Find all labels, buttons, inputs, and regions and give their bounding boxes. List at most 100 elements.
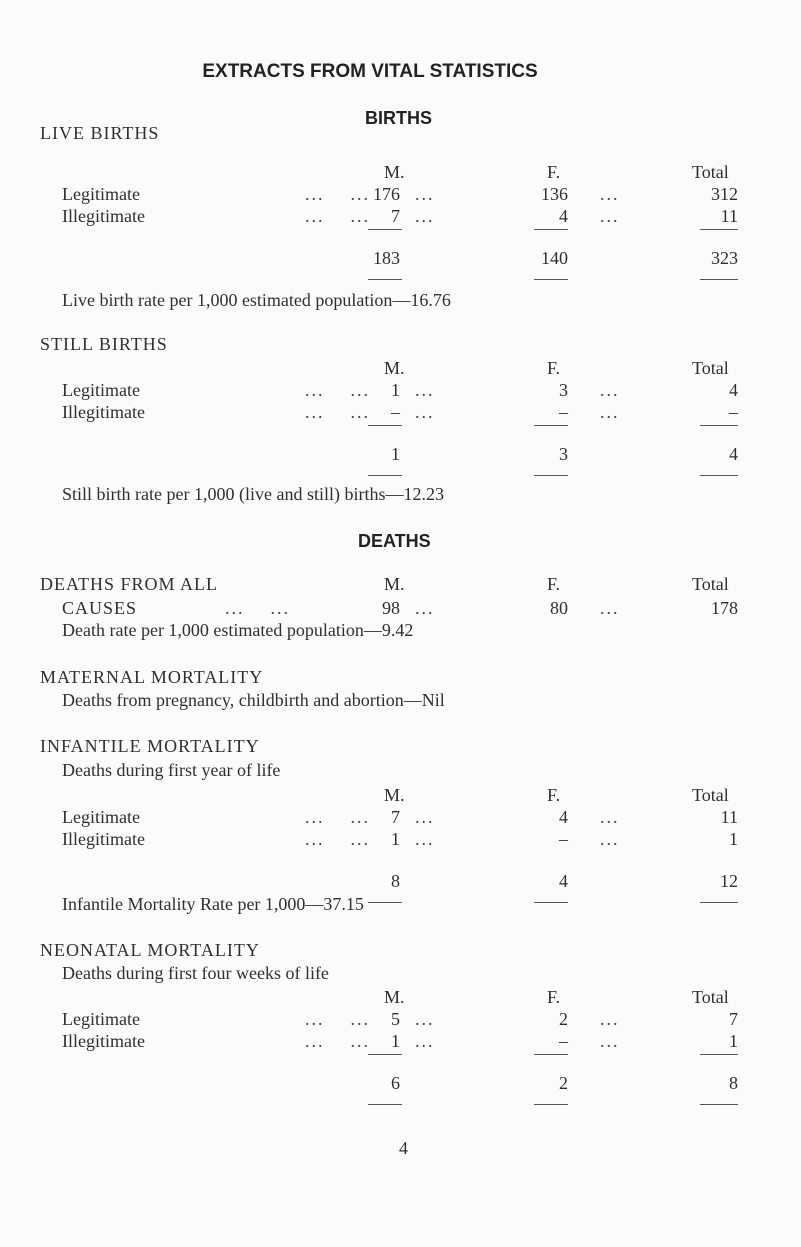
leader-dots: ... <box>600 380 620 400</box>
col-total: Total <box>692 574 729 594</box>
col-f: F. <box>547 785 561 805</box>
total-total: 8 <box>729 1073 738 1093</box>
deaths-all-heading: DEATHS FROM ALL <box>40 574 219 594</box>
rule-line <box>700 229 738 230</box>
leader-dots: ... <box>600 206 620 226</box>
cell-f: 3 <box>559 380 568 400</box>
leader-dots: ... <box>415 206 435 226</box>
rule-line <box>534 1104 568 1105</box>
rule-line <box>534 475 568 476</box>
row-label: Legitimate <box>62 184 140 204</box>
total-total: 4 <box>729 444 738 464</box>
cell-m: 7 <box>391 807 400 827</box>
total-m: 1 <box>391 444 400 464</box>
rule-line <box>700 1104 738 1105</box>
leader-dots: ... <box>415 1031 435 1051</box>
row-label: Legitimate <box>62 807 140 827</box>
total-f: 2 <box>559 1073 568 1093</box>
infantile-rate: Infantile Mortality Rate per 1,000—37.15 <box>62 894 364 914</box>
cell-total: 7 <box>729 1009 738 1029</box>
leader-dots: ... <box>415 1009 435 1029</box>
cell-m: 1 <box>391 1031 400 1051</box>
rule-line <box>700 902 738 903</box>
cell-total: 11 <box>720 206 738 226</box>
deaths-heading: DEATHS <box>358 531 431 551</box>
page-number: 4 <box>399 1138 408 1158</box>
cell-total: 312 <box>711 184 738 204</box>
cell-f: 4 <box>559 206 568 226</box>
still-birth-rate: Still birth rate per 1,000 (live and sti… <box>62 484 444 504</box>
leader-dots: ... <box>600 598 620 618</box>
live-birth-rate: Live birth rate per 1,000 estimated popu… <box>62 290 451 310</box>
leader-dots: ... <box>415 598 435 618</box>
leader-dots: ... <box>600 807 620 827</box>
deaths-m: 98 <box>382 598 400 618</box>
leader-dots: ... ... <box>305 402 370 422</box>
maternal-text: Deaths from pregnancy, childbirth and ab… <box>62 690 445 710</box>
rule-line <box>368 1104 402 1105</box>
leader-dots: ... ... <box>305 829 370 849</box>
cell-total: 1 <box>729 829 738 849</box>
cell-total: – <box>729 402 738 422</box>
cell-f: 4 <box>559 807 568 827</box>
col-total: Total <box>692 162 729 182</box>
deaths-all-label: CAUSES <box>62 598 138 618</box>
leader-dots: ... ... <box>305 206 370 226</box>
rule-line <box>534 902 568 903</box>
rule-line <box>534 425 568 426</box>
leader-dots: ... <box>600 184 620 204</box>
total-total: 323 <box>711 248 738 268</box>
leader-dots: ... ... <box>305 1009 370 1029</box>
col-total: Total <box>692 785 729 805</box>
cell-f: 136 <box>541 184 568 204</box>
leader-dots: ... ... <box>305 184 370 204</box>
rule-line <box>368 902 402 903</box>
cell-total: 1 <box>729 1031 738 1051</box>
maternal-heading: MATERNAL MORTALITY <box>40 667 264 687</box>
leader-dots: ... <box>600 1031 620 1051</box>
row-label: Illegitimate <box>62 829 145 849</box>
leader-dots: ... ... <box>305 380 370 400</box>
rule-line <box>700 1054 738 1055</box>
cell-m: 1 <box>391 380 400 400</box>
total-f: 140 <box>541 248 568 268</box>
neonatal-sub: Deaths during first four weeks of life <box>62 963 329 983</box>
rule-line <box>700 279 738 280</box>
deaths-f: 80 <box>550 598 568 618</box>
col-m: M. <box>384 574 405 594</box>
row-label: Legitimate <box>62 1009 140 1029</box>
total-m: 183 <box>373 248 400 268</box>
page-title: EXTRACTS FROM VITAL STATISTICS <box>202 61 538 82</box>
cell-m: – <box>391 402 400 422</box>
col-m: M. <box>384 358 405 378</box>
cell-f: – <box>559 829 568 849</box>
leader-dots: ... ... <box>305 1031 370 1051</box>
total-m: 6 <box>391 1073 400 1093</box>
cell-m: 5 <box>391 1009 400 1029</box>
leader-dots: ... <box>415 184 435 204</box>
leader-dots: ... <box>600 829 620 849</box>
rule-line <box>534 229 568 230</box>
death-rate: Death rate per 1,000 estimated populatio… <box>62 620 414 640</box>
col-f: F. <box>547 358 561 378</box>
col-m: M. <box>384 162 405 182</box>
rule-line <box>368 279 402 280</box>
rule-line <box>534 1054 568 1055</box>
cell-m: 176 <box>373 184 400 204</box>
cell-m: 1 <box>391 829 400 849</box>
col-f: F. <box>547 162 561 182</box>
row-label: Illegitimate <box>62 402 145 422</box>
rule-line <box>534 279 568 280</box>
row-label: Illegitimate <box>62 206 145 226</box>
cell-m: 7 <box>391 206 400 226</box>
leader-dots: ... ... <box>305 807 370 827</box>
col-total: Total <box>692 358 729 378</box>
col-f: F. <box>547 987 561 1007</box>
cell-total: 11 <box>720 807 738 827</box>
cell-f: – <box>559 1031 568 1051</box>
rule-line <box>368 475 402 476</box>
deaths-total: 178 <box>711 598 738 618</box>
leader-dots: ... ... <box>225 598 290 618</box>
row-label: Illegitimate <box>62 1031 145 1051</box>
